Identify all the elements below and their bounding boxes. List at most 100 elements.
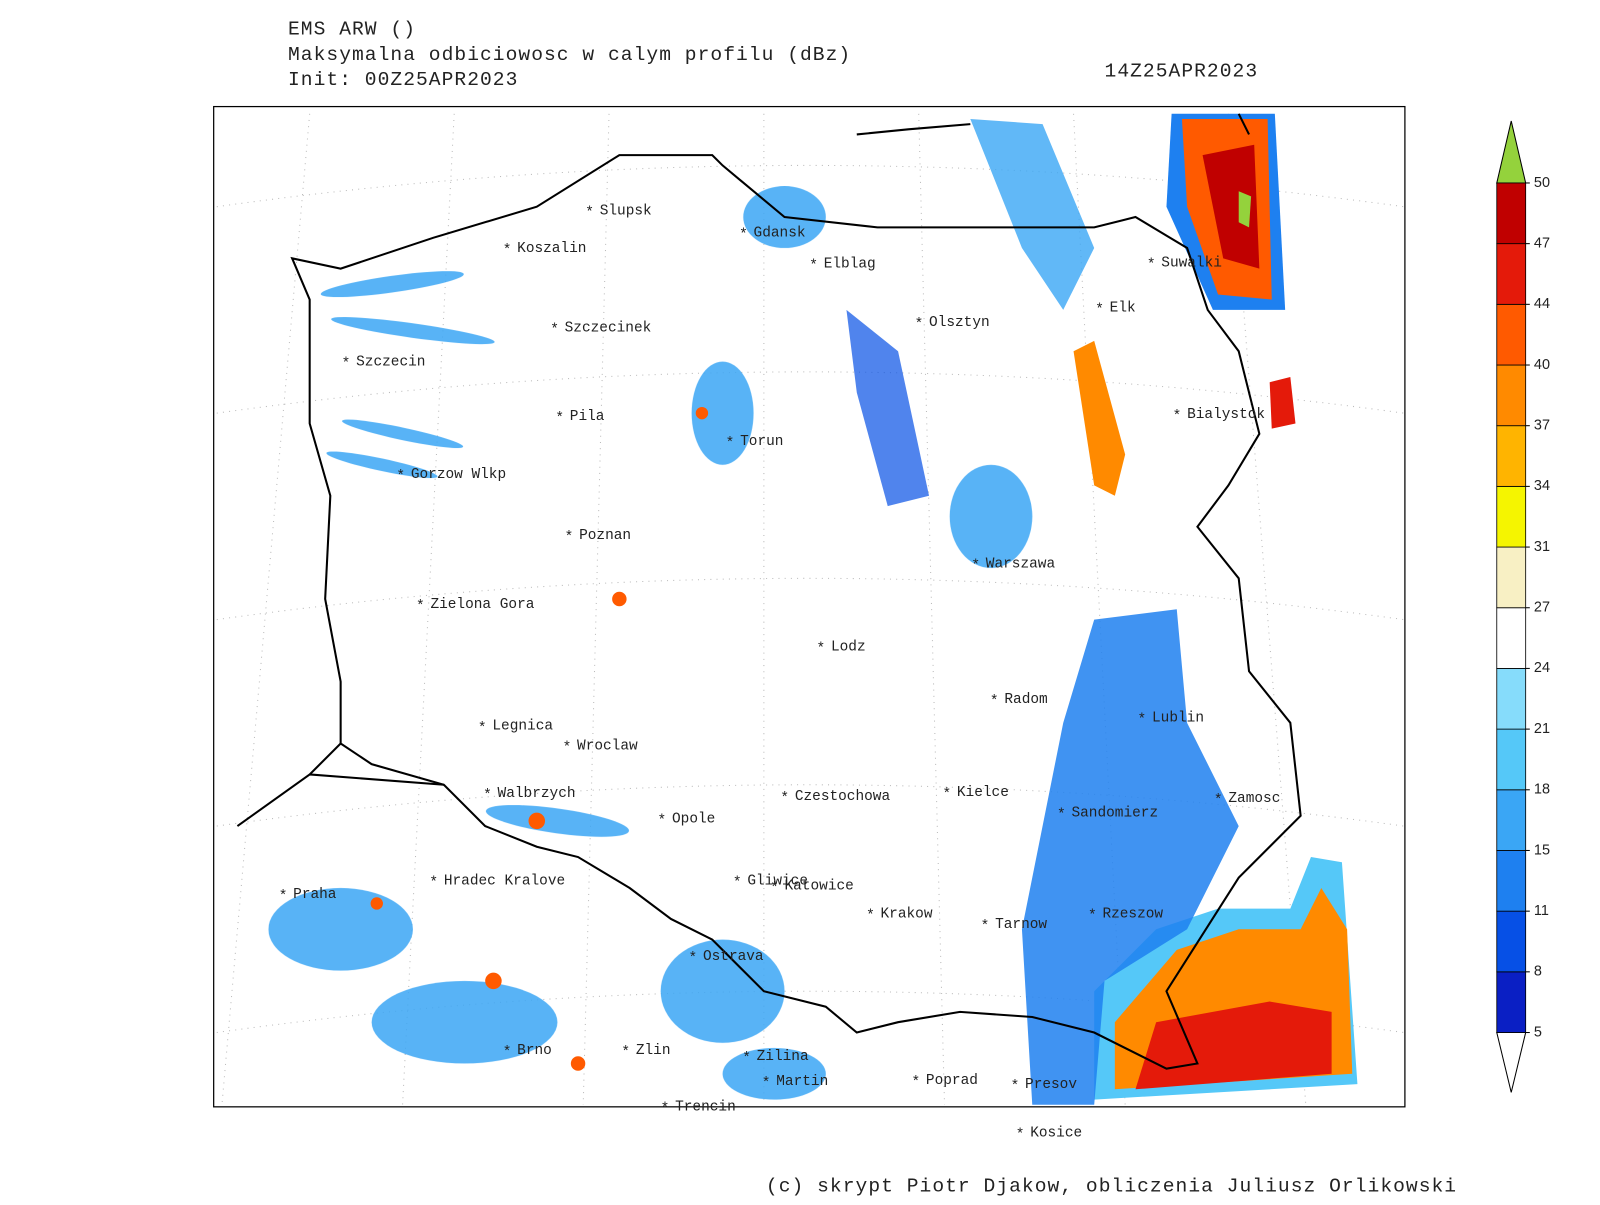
colorbar-box	[1496, 607, 1527, 669]
city-marker: *	[762, 1076, 771, 1092]
colorbar-box	[1496, 182, 1527, 245]
city-marker: *	[726, 436, 735, 452]
city-marker: *	[396, 469, 405, 485]
city-marker: *	[866, 909, 875, 925]
city-label: Zilina	[757, 1049, 809, 1065]
city-label: Koszalin	[517, 241, 586, 257]
colorbar-box	[1496, 303, 1527, 366]
city-marker: *	[1057, 808, 1066, 824]
city-labels: * Slupsk * Koszalin * Gdansk * Elblag * Olsztyn * S…	[279, 204, 1281, 1144]
colorbar-box	[1496, 485, 1527, 548]
colorbar-box	[1496, 546, 1527, 609]
colorbar-under	[1496, 1032, 1527, 1093]
city-marker: *	[733, 876, 742, 892]
city-marker: *	[1011, 1079, 1020, 1095]
city-marker: *	[689, 951, 698, 967]
city-label: Wroclaw	[577, 738, 638, 754]
city-label: Gliwice	[747, 874, 808, 890]
city-label: Katowice	[785, 879, 854, 895]
city-marker: *	[550, 322, 559, 338]
colorbar-label: 34	[1534, 478, 1550, 494]
colorbar-label: 31	[1534, 539, 1550, 555]
city-label: Warszawa	[986, 557, 1056, 573]
city-marker: *	[478, 721, 487, 737]
city-label: Zamosc	[1228, 791, 1280, 807]
city-marker: *	[915, 317, 924, 333]
city-label: Radom	[1004, 692, 1047, 708]
city-label: Martin	[776, 1074, 828, 1090]
city-marker: *	[555, 411, 564, 427]
colorbar-box	[1496, 971, 1527, 1033]
colorbar-label: 47	[1534, 235, 1550, 251]
city-label: Sandomierz	[1071, 805, 1158, 821]
city-label: Slupsk	[600, 204, 652, 220]
city-label: Kosice	[1030, 1125, 1082, 1141]
city-label: Gdansk	[754, 225, 806, 241]
city-marker: *	[661, 1102, 670, 1118]
colorbar-box	[1496, 789, 1527, 851]
city-marker: *	[971, 559, 980, 575]
city-label: Pila	[570, 409, 605, 425]
colorbar-label: 21	[1534, 721, 1550, 737]
field-title: Maksymalna odbiciowosc w calym profilu (…	[288, 44, 851, 66]
colorbar-label: 15	[1534, 842, 1550, 858]
city-label: Gorzow Wlkp	[411, 467, 506, 483]
city-label: Szczecin	[356, 354, 425, 370]
city-label: Kielce	[957, 785, 1009, 801]
city-marker: *	[990, 694, 999, 710]
city-marker: *	[1088, 909, 1097, 925]
city-marker: *	[565, 530, 574, 546]
city-label: Praha	[293, 887, 337, 903]
city-label: Szczecinek	[565, 320, 652, 336]
colorbar-box	[1496, 910, 1527, 973]
city-marker: *	[942, 787, 951, 803]
city-label: Lodz	[831, 639, 866, 655]
city-label: Opole	[672, 812, 715, 828]
city-label: Presov	[1025, 1077, 1077, 1093]
colorbar-label: 44	[1534, 296, 1550, 312]
city-label: Poprad	[926, 1073, 978, 1089]
reflectivity-field	[268, 113, 1358, 1105]
colorbar-label: 5	[1534, 1024, 1542, 1040]
city-marker: *	[1147, 257, 1156, 273]
credits: (c) skrypt Piotr Djakow, obliczenia Juli…	[766, 1176, 1457, 1198]
city-marker: *	[585, 206, 594, 222]
city-marker: *	[342, 356, 351, 372]
country-border	[290, 154, 1302, 1070]
city-label: Poznan	[579, 528, 631, 544]
city-label: Suwalki	[1161, 255, 1222, 271]
city-marker: *	[780, 791, 789, 807]
city-marker: *	[911, 1075, 920, 1091]
colorbar-label: 8	[1534, 964, 1542, 980]
city-marker: *	[817, 641, 826, 657]
colorbar-label: 27	[1534, 600, 1550, 616]
city-marker: *	[483, 788, 492, 804]
city-label: Bialystok	[1187, 407, 1265, 423]
city-marker: *	[429, 876, 438, 892]
colorbar-box	[1496, 850, 1527, 912]
city-marker: *	[770, 881, 779, 897]
colorbar-box	[1496, 668, 1527, 730]
city-label: Zlin	[636, 1043, 671, 1059]
model-title: EMS ARW ()	[288, 18, 416, 40]
city-label: Lublin	[1152, 710, 1204, 726]
city-label: Torun	[740, 434, 783, 450]
graticule	[216, 113, 1404, 1105]
neighbour-border	[236, 113, 1250, 827]
city-marker: *	[416, 599, 425, 615]
map	[213, 105, 1406, 1108]
valid-time: 14Z25APR2023	[1105, 61, 1259, 83]
city-label: Krakow	[881, 907, 933, 923]
city-marker: *	[1095, 303, 1104, 319]
city-marker: *	[1214, 793, 1223, 809]
city-label: Elblag	[824, 256, 876, 272]
colorbar-label: 11	[1534, 903, 1549, 919]
city-label: Ostrava	[703, 949, 764, 965]
city-marker: *	[742, 1051, 751, 1067]
city-label: Czestochowa	[795, 789, 891, 805]
city-label: Tarnow	[995, 917, 1047, 933]
city-label: Hradec Kralove	[444, 874, 565, 890]
city-marker: *	[279, 889, 288, 905]
